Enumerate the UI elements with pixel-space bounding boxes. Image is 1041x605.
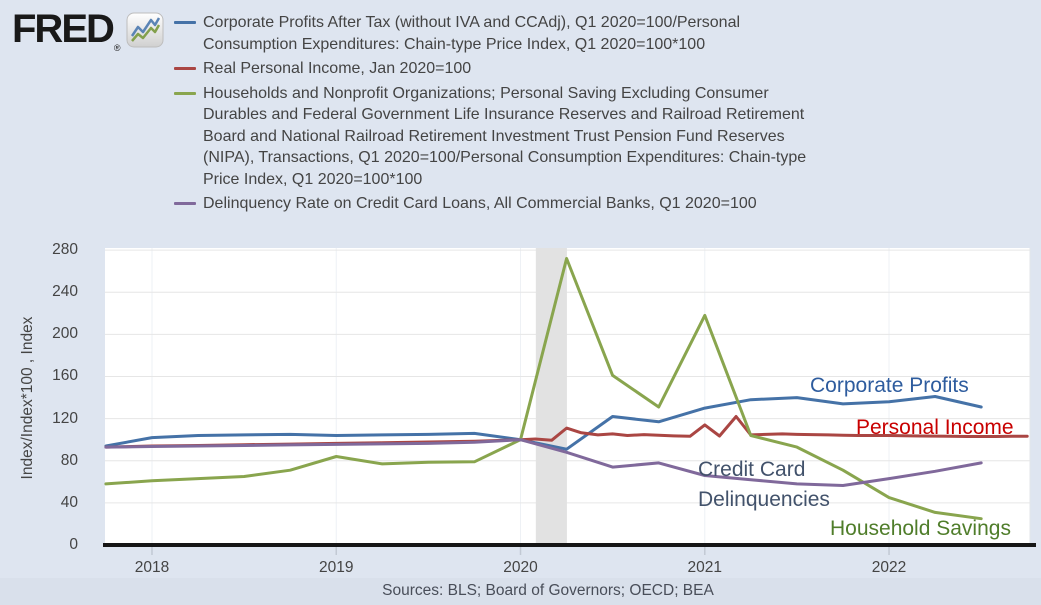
legend-item: Real Personal Income, Jan 2020=100 [174,58,822,80]
x-tick-label: 2022 [871,559,907,576]
fred-logo-text: FRED [12,7,115,51]
sources-note: Sources: BLS; Board of Governors; OECD; … [382,582,714,599]
recession-band [535,248,567,545]
y-tick-label: 280 [52,241,78,259]
y-axis-title: Index/Index*100 , Index [19,316,36,480]
fred-logo: FRED ® [12,7,164,53]
y-tick-label: 160 [52,367,78,385]
x-tick-label: 2018 [134,559,170,576]
legend-item: Corporate Profits After Tax (without IVA… [174,12,822,55]
x-tick-label: 2021 [687,559,723,576]
series-line-household-savings [104,257,983,521]
legend-dash-icon [174,202,196,205]
chart-legend: Corporate Profits After Tax (without IVA… [174,12,822,218]
y-tick-label: 0 [69,536,78,553]
fred-line-chart-icon [126,12,164,53]
y-tick-label: 120 [52,409,78,427]
y-tick-label: 240 [52,283,78,301]
legend-item-label: Real Personal Income, Jan 2020=100 [203,60,472,77]
series-line-credit-card-delinquencies [104,438,983,487]
y-tick-label: 80 [60,451,78,469]
legend-item-label: Delinquency Rate on Credit Card Loans, A… [203,195,757,212]
series-annotation: Credit Card Delinquencies [698,458,830,511]
x-tick-label: 2019 [319,559,354,576]
legend-dash-icon [174,91,196,95]
x-tick-label: 2020 [503,559,538,576]
legend-item: Households and Nonprofit Organizations; … [174,83,822,191]
legend-item-label: Corporate Profits After Tax (without IVA… [203,14,741,53]
plot-background [105,248,1030,545]
series-annotation: Household Savings [830,517,1011,540]
y-tick-label: 40 [60,493,78,511]
legend-dash-icon [174,67,196,70]
legend-dash-icon [174,21,196,24]
legend-item-label: Households and Nonprofit Organizations; … [203,84,807,188]
y-tick-label: 200 [52,325,78,343]
series-annotation: Corporate Profits [810,374,969,397]
legend-item: Delinquency Rate on Credit Card Loans, A… [174,193,822,215]
footer-band [0,578,1041,605]
series-annotation: Personal Income [856,416,1014,439]
registered-mark: ® [113,43,121,53]
